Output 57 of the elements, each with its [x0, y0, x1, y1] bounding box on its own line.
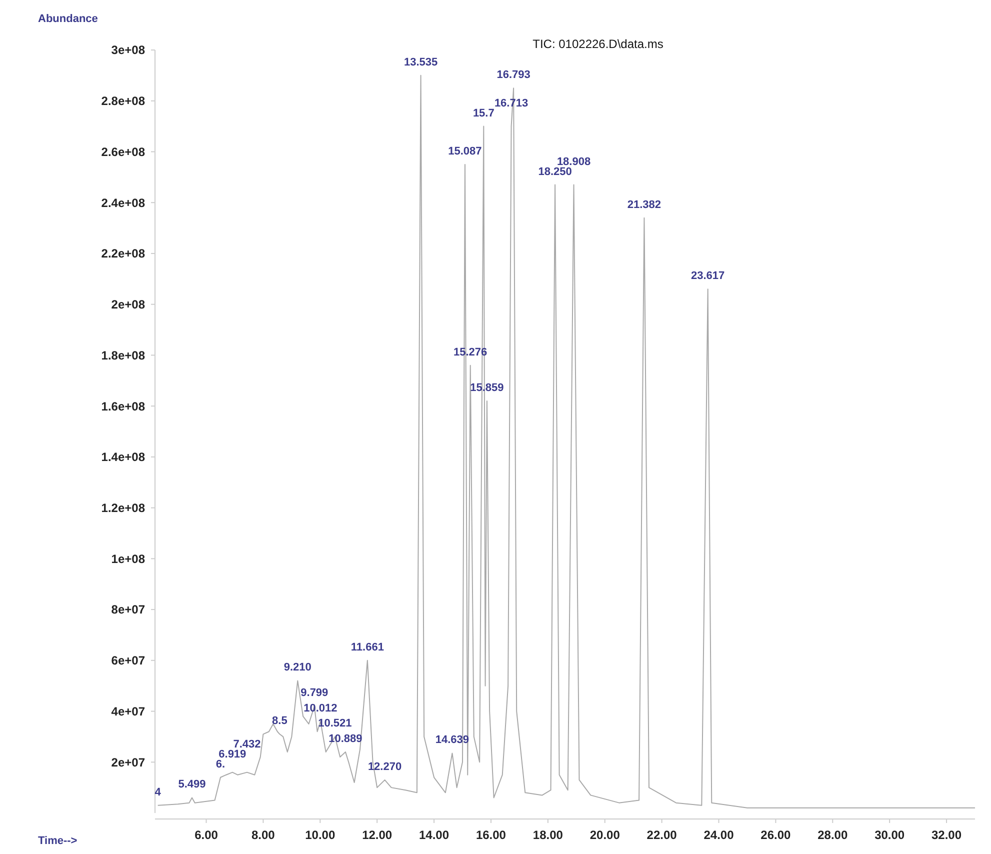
annotation: 15.276 — [454, 346, 488, 358]
x-tick-label: 16.00 — [476, 828, 506, 842]
annotation: 12.270 — [368, 760, 402, 773]
annotation: 23.617 — [691, 270, 725, 282]
annotation: 18.908 — [556, 156, 591, 168]
x-axis-title: Time--> — [38, 835, 78, 847]
annotation: 8.5 — [272, 715, 288, 728]
y-tick-label: 2e+08 — [111, 298, 146, 312]
y-tick-label: 2.2e+08 — [101, 246, 146, 261]
x-tick-label: 12.00 — [362, 828, 392, 842]
x-tick-label: 20.00 — [590, 828, 620, 842]
annotation: 10.521 — [318, 718, 352, 730]
annotation: 9.799 — [300, 687, 328, 700]
x-tick-label: 24.00 — [704, 828, 734, 842]
annotation: 16.713 — [494, 97, 528, 110]
annotation: 5.499 — [178, 778, 206, 791]
annotation: 15.859 — [470, 382, 504, 394]
y-tick-label: 3e+08 — [111, 43, 146, 58]
chart-title: TIC: 0102226.D\data.ms — [532, 37, 664, 51]
annotation: 7.432 — [233, 738, 261, 750]
x-tick-label: 18.00 — [532, 828, 564, 842]
y-tick-label: 4e+07 — [111, 704, 146, 718]
annotation: 13.535 — [404, 56, 438, 68]
y-tick-label: 2.8e+08 — [101, 94, 146, 108]
x-tick-label: 8.00 — [252, 828, 276, 842]
annotation: 14.639 — [435, 734, 470, 746]
y-tick-label: 1.4e+08 — [101, 450, 146, 464]
x-tick-label: 30.00 — [874, 828, 905, 842]
y-tick-label: 6e+07 — [111, 654, 146, 668]
x-tick-label: 22.00 — [646, 828, 678, 842]
annotation: 9.210 — [284, 662, 312, 674]
annotation: 10.889 — [328, 732, 362, 745]
annotation: 6. — [216, 758, 226, 770]
y-tick-label: 2.6e+08 — [101, 144, 146, 159]
y-tick-label: 1.2e+08 — [101, 501, 146, 515]
y-tick-label: 2e+07 — [111, 755, 146, 770]
annotation: 10.012 — [304, 702, 338, 714]
y-tick-label: 8e+07 — [111, 602, 146, 617]
annotation: 15.087 — [448, 145, 482, 158]
annotation: 15.7 — [472, 107, 494, 120]
y-tick-label: 2.4e+08 — [101, 196, 146, 210]
annotation: 16.793 — [496, 69, 530, 82]
x-tick-label: 32.00 — [932, 828, 962, 842]
annotation: 11.661 — [350, 641, 384, 654]
y-axis-title: Abundance — [38, 13, 98, 25]
annotation: 21.382 — [627, 198, 662, 211]
annotation: 6.919 — [218, 748, 246, 760]
annotation: 18.250 — [538, 166, 572, 178]
y-tick-label: 1e+08 — [111, 552, 146, 566]
x-tick-label: 28.00 — [818, 828, 848, 842]
x-tick-label: 14.00 — [419, 828, 450, 842]
x-tick-label: 10.00 — [305, 828, 336, 842]
x-tick-label: 26.00 — [760, 828, 792, 842]
annotation: 4 — [154, 786, 162, 798]
x-tick-label: 6.00 — [194, 828, 218, 842]
y-tick-label: 1.8e+08 — [101, 348, 146, 362]
y-tick-label: 1.6e+08 — [101, 399, 146, 414]
